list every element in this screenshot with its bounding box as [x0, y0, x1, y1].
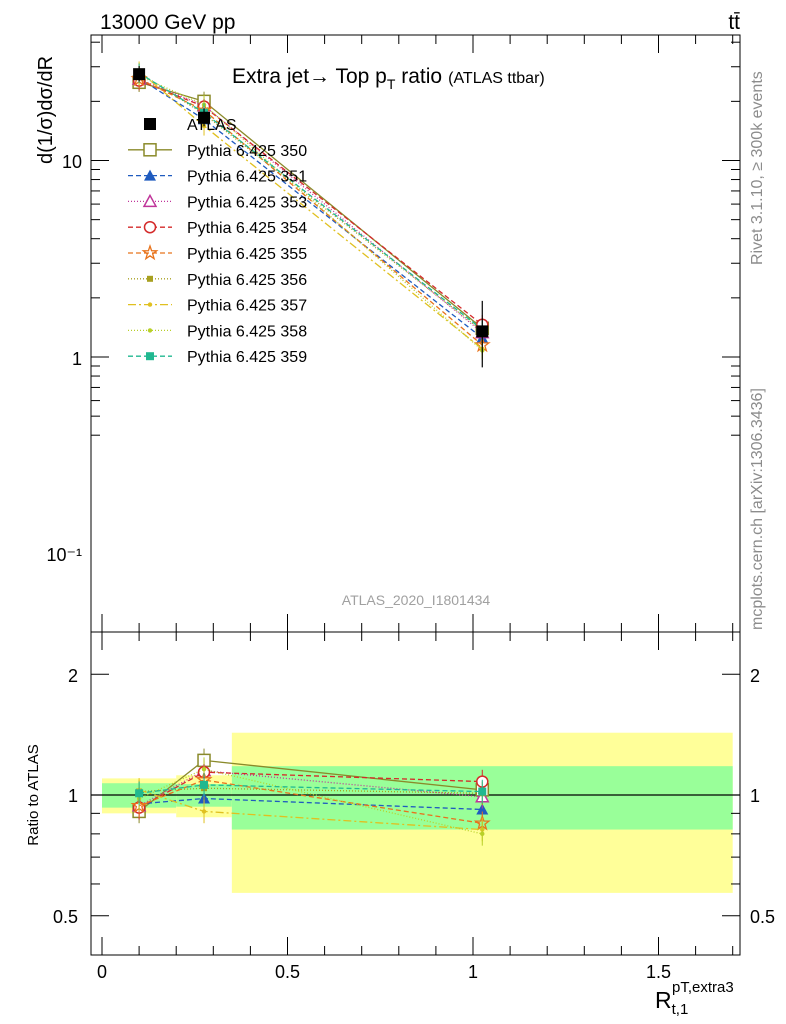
x-axis-label-sup: pT,extra3: [672, 979, 734, 996]
ratio-ticks: [91, 632, 740, 955]
ratio-tick-label-2-right: 2: [750, 666, 760, 686]
ratio-point: [200, 780, 209, 789]
legend-label: Pythia 6.425 350: [187, 143, 307, 160]
legend-label: Pythia 6.425 354: [187, 220, 307, 237]
legend-label: ATLAS: [187, 117, 237, 134]
legend-marker: [143, 143, 157, 157]
legend-entry-1: Pythia 6.425 350: [128, 143, 307, 160]
ratio-tick-label-1-right: 1: [750, 786, 760, 806]
ratio-tick-label-2-left: 2: [68, 666, 78, 686]
atlas-data-point: [198, 111, 211, 124]
energy-label: 13000 GeV pp: [100, 11, 235, 34]
x-tick-label: 0: [97, 962, 107, 982]
legend-label: Pythia 6.425 359: [187, 349, 307, 366]
ratio-point: [478, 787, 487, 796]
x-axis-label: Rt,1: [655, 987, 688, 1018]
legend-entry-9: Pythia 6.425 359: [128, 349, 307, 366]
legend-marker: [144, 169, 156, 181]
ratio-tick-label-0.5-left: 0.5: [53, 907, 78, 927]
legend-marker: [146, 352, 154, 361]
y-tick-label-10: 10: [62, 152, 82, 172]
ratio-plot-frame: [90, 631, 741, 956]
legend-label: Pythia 6.425 351: [187, 169, 307, 186]
series-line: [138, 72, 483, 332]
atlas-data-point: [133, 68, 146, 81]
legend-entry-5: Pythia 6.425 355: [128, 243, 307, 263]
series-line: [138, 75, 483, 351]
site-label: mcplots.cern.ch [arXiv:1306.3436]: [749, 388, 766, 630]
ratio-point: [480, 831, 485, 837]
ratio-y-axis-label: Ratio to ATLAS: [25, 744, 42, 845]
legend-entry-4: Pythia 6.425 354: [128, 220, 307, 237]
ratio-point: [201, 766, 207, 772]
plot-title-sub: T: [387, 76, 396, 92]
main-y-ticks: [91, 35, 740, 632]
legend-entry-3: Pythia 6.425 353: [128, 193, 307, 211]
x-tick-label: 0.5: [275, 962, 300, 982]
main-plot-panel: 10 1 10⁻¹ Extra jet→ Top pT ratio (ATLAS …: [46, 34, 741, 633]
ratio-plot-panel: 2 1 0.5 2 1 0.5 Ratio to ATLAS 0 0.5 1 1.5: [25, 631, 775, 982]
y-tick-label-1: 1: [72, 349, 82, 369]
series-line: [138, 79, 483, 326]
legend-marker: [147, 302, 153, 307]
ratio-tick-label-1-left: 1: [68, 786, 78, 806]
plot-title-main: Extra jet→ Top p: [232, 65, 387, 88]
legend-entry-7: Pythia 6.425 357: [128, 298, 307, 315]
series-ratio-line: [139, 787, 483, 794]
legend-marker: [144, 118, 156, 130]
plot-title-suffix: ratio: [395, 65, 442, 88]
ratio-point: [476, 803, 489, 815]
legend-label: Pythia 6.425 358: [187, 323, 307, 340]
series-ratio-line: [138, 768, 483, 835]
x-tick-labels: 0 0.5 1 1.5: [97, 962, 671, 982]
rivet-label: Rivet 3.1.10, ≥ 300k events: [749, 71, 766, 265]
legend-label: Pythia 6.425 357: [187, 298, 307, 315]
plot-title-small: (ATLAS ttbar): [448, 70, 545, 87]
legend-entry-8: Pythia 6.425 358: [128, 323, 307, 340]
legend-entry-6: Pythia 6.425 356: [128, 272, 307, 289]
x-tick-label: 1: [468, 962, 478, 982]
legend-marker: [147, 328, 153, 333]
legend-label: Pythia 6.425 356: [187, 272, 307, 289]
ratio-plot-marks: [130, 748, 491, 846]
ratio-tick-label-0.5-right: 0.5: [750, 907, 775, 927]
x-axis-label-main: R: [655, 987, 672, 1013]
series-line: [138, 78, 483, 334]
legend-entry-2: Pythia 6.425 351: [128, 169, 307, 186]
series-ratio-line: [138, 770, 483, 807]
x-tick-label: 1.5: [646, 962, 671, 982]
legend: ATLAS Pythia 6.425 350 Pythia 6.425 351 Pyt…: [128, 117, 307, 366]
analysis-watermark: ATLAS_2020_I1801434: [342, 592, 491, 608]
y-axis-label: d(1/σ)dσ/dR: [35, 56, 57, 164]
ratio-point: [201, 809, 207, 814]
atlas-data-point: [476, 325, 489, 338]
y-tick-label-0.1: 10⁻¹: [46, 545, 82, 565]
legend-label: Pythia 6.425 355: [187, 246, 307, 263]
process-label: tt̄: [728, 11, 740, 34]
series-ratio-9: [135, 773, 487, 806]
series-ratio-line: [138, 779, 483, 824]
plot-title: Extra jet→ Top pT ratio (ATLAS ttbar): [232, 65, 545, 92]
x-axis-label-sub: t,1: [672, 1001, 689, 1018]
main-plot-marks: [130, 61, 491, 368]
ratio-point: [135, 789, 144, 798]
atlas-data-points: [133, 66, 489, 368]
legend-entry-atlas: ATLAS: [144, 117, 237, 134]
legend-marker: [142, 193, 158, 208]
legend-marker: [147, 275, 153, 282]
legend-marker: [141, 243, 159, 261]
legend-marker: [143, 220, 157, 234]
legend-label: Pythia 6.425 353: [187, 194, 307, 211]
series-main-5: [130, 69, 491, 355]
